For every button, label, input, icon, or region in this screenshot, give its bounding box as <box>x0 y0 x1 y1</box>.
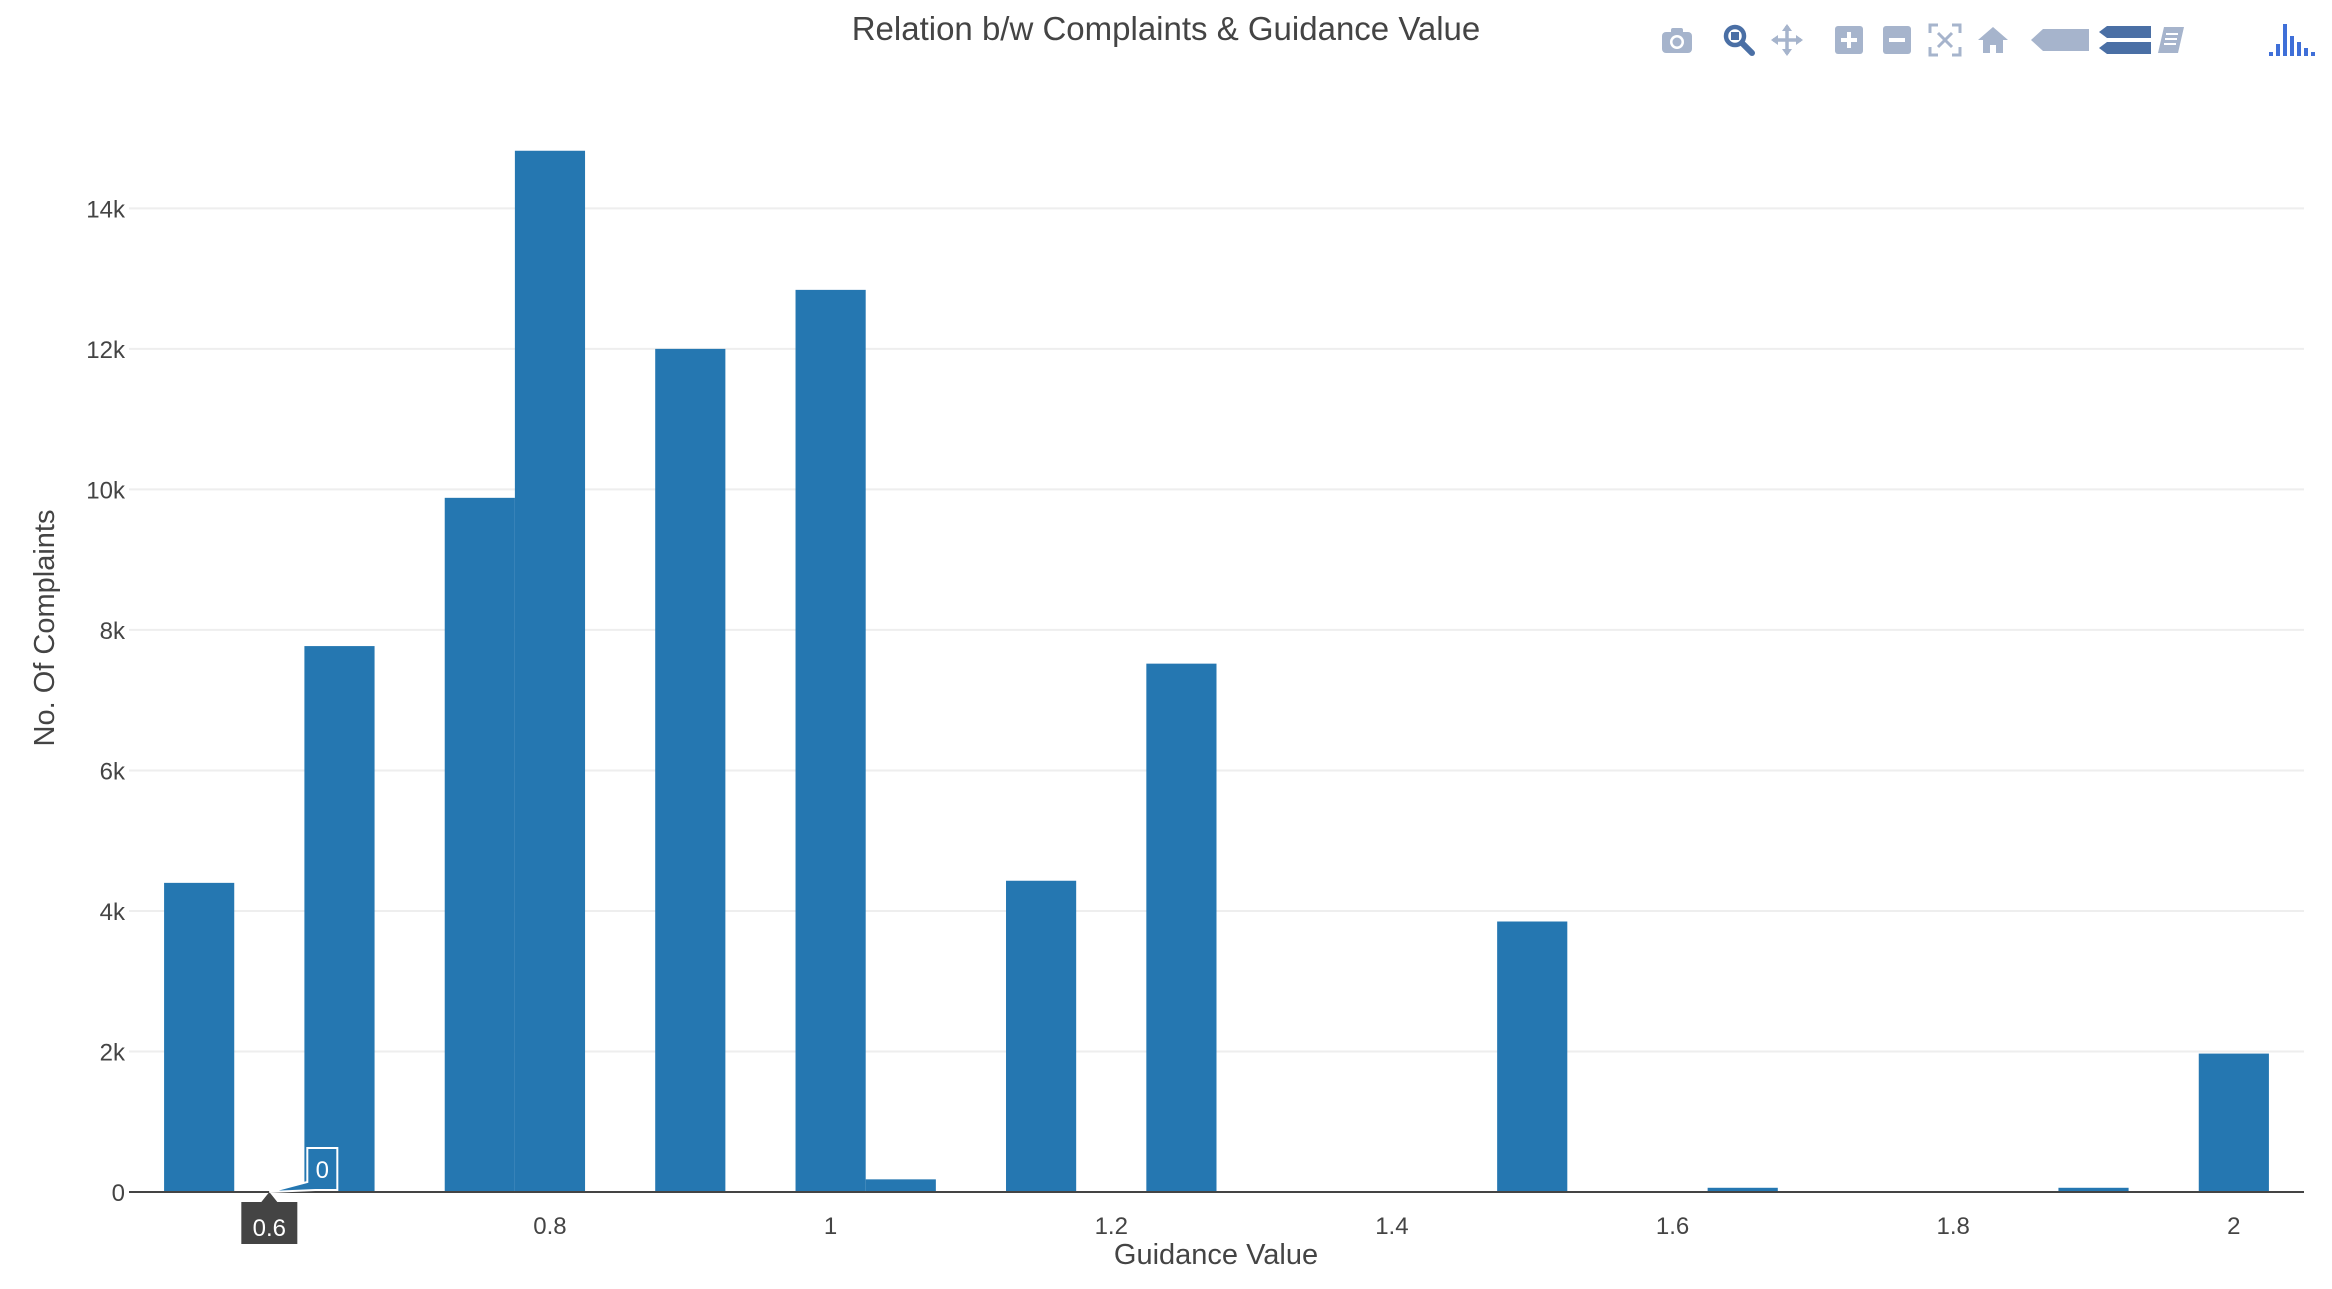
y-tick-label: 4k <box>100 899 126 926</box>
y-tick-label: 14k <box>86 196 126 223</box>
plotly-logo-icon[interactable] <box>2263 14 2323 66</box>
bars[interactable] <box>164 150 2269 1193</box>
bar[interactable] <box>514 150 586 1193</box>
zoom-in-icon[interactable] <box>1827 14 1871 66</box>
axes: 0 2k 4k 6k 8k 10k 12k 14k 0.8 1 1.2 1.4 1.6 1.8 2 <box>86 196 2304 1240</box>
x-tick-label: 1.6 <box>1656 1213 1689 1240</box>
x-hover-label: 0.6 <box>253 1215 286 1242</box>
bar[interactable] <box>1006 880 1077 1192</box>
bar[interactable] <box>444 497 515 1193</box>
bar[interactable] <box>655 348 726 1192</box>
bar[interactable] <box>2198 1053 2269 1192</box>
x-tick-label: 1.4 <box>1375 1213 1408 1240</box>
camera-icon[interactable] <box>1655 14 1699 66</box>
y-tick-label: 12k <box>86 337 126 364</box>
bar[interactable] <box>304 646 375 1192</box>
y-hover-label: 0 <box>316 1157 329 1184</box>
autoscale-icon[interactable] <box>1923 14 1967 66</box>
y-tick-label: 6k <box>100 758 126 785</box>
y-tick-label: 2k <box>100 1039 126 1066</box>
x-tick-label: 0.8 <box>533 1213 566 1240</box>
show-closest-icon[interactable] <box>2149 14 2193 66</box>
chart-title: Relation b/w Complaints & Guidance Value <box>852 10 1481 47</box>
zoom-icon[interactable] <box>1717 14 1761 66</box>
bar[interactable] <box>2058 1187 2129 1192</box>
spike-lines-icon[interactable] <box>2027 14 2093 66</box>
modebar <box>1655 14 2327 66</box>
y-hover-box <box>269 1147 339 1193</box>
x-tick-label: 2 <box>2227 1213 2240 1240</box>
x-tick-label: 1.8 <box>1937 1213 1970 1240</box>
bar[interactable] <box>164 882 235 1192</box>
bar[interactable] <box>795 289 866 1192</box>
compare-data-icon[interactable] <box>2095 14 2155 66</box>
x-hover-box <box>241 1192 298 1244</box>
y-axis-title: No. Of Complaints <box>29 510 61 747</box>
y-tick-label: 10k <box>86 477 126 504</box>
bar[interactable] <box>1146 663 1217 1192</box>
zoom-out-icon[interactable] <box>1875 14 1919 66</box>
y-tick-label: 0 <box>112 1180 125 1207</box>
hover-labels: 0.60 <box>241 1147 339 1244</box>
bar[interactable] <box>865 1179 936 1192</box>
y-tick-label: 8k <box>100 618 126 645</box>
bar[interactable] <box>1707 1187 1778 1192</box>
x-tick-label: 1.2 <box>1095 1213 1128 1240</box>
bar[interactable] <box>1497 921 1568 1193</box>
reset-axes-icon[interactable] <box>1971 14 2015 66</box>
x-axis-title: Guidance Value <box>1114 1239 1318 1271</box>
x-tick-label: 1 <box>824 1213 837 1240</box>
pan-icon[interactable] <box>1765 14 1809 66</box>
